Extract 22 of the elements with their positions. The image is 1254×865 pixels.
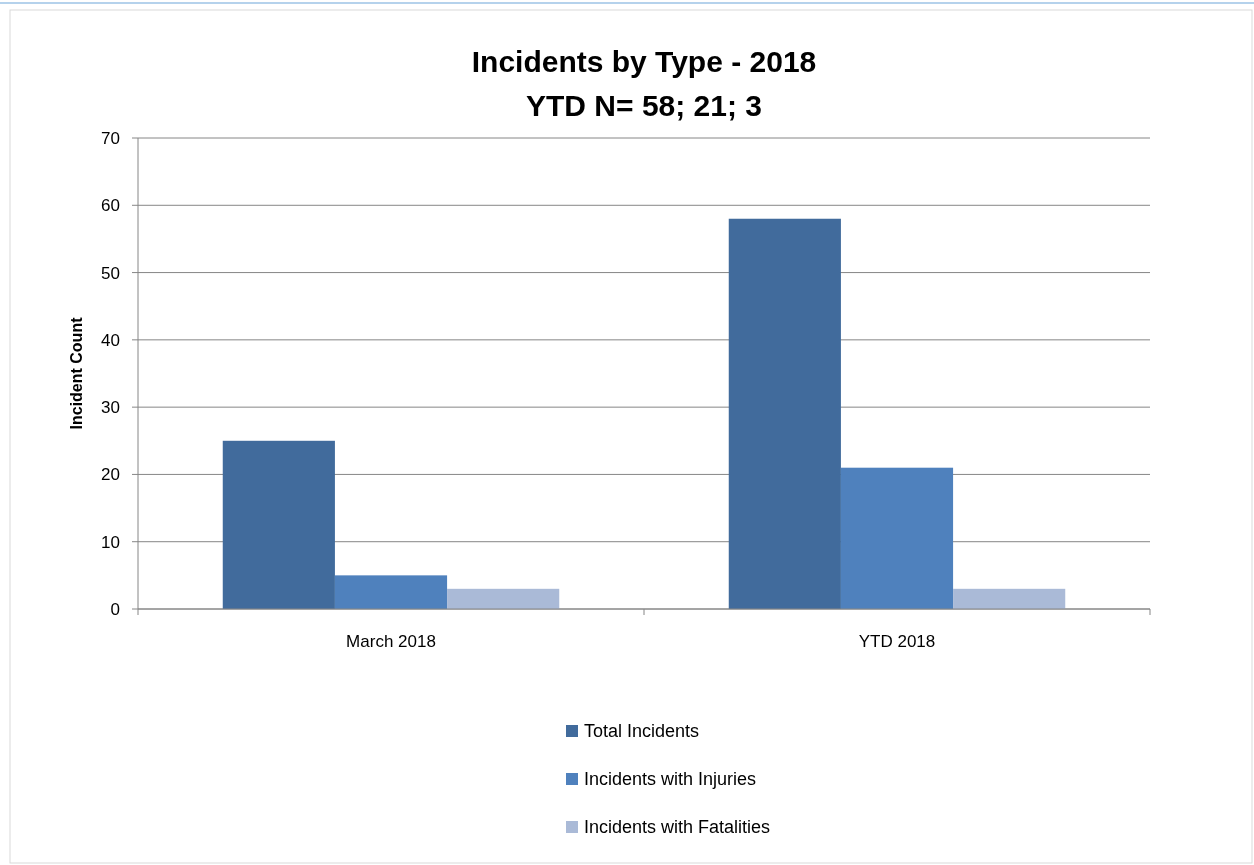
x-tick-label: YTD 2018 [858, 632, 936, 651]
legend-label: Total Incidents [584, 721, 700, 742]
y-tick-label: 60 [101, 196, 120, 216]
bar [728, 218, 841, 609]
y-tick-label: 40 [101, 330, 120, 350]
y-tick-label: 30 [101, 398, 120, 418]
legend-label: Incidents with Injuries [584, 769, 757, 790]
y-tick-label: 10 [101, 532, 120, 552]
x-tick-label: March 2018 [346, 632, 436, 651]
y-tick-label: 50 [101, 263, 120, 283]
y-tick-label: 0 [110, 599, 120, 619]
chart-subtitle: YTD N= 58; 21; 3 [526, 89, 762, 122]
y-tick-label: 20 [101, 465, 120, 485]
bar [222, 440, 335, 609]
y-axis-title: Incident Count [68, 316, 85, 430]
y-tick-label: 70 [101, 128, 120, 148]
bar [840, 467, 954, 609]
chart-title: Incidents by Type - 2018 [471, 45, 817, 78]
bar [334, 575, 448, 609]
legend-label: Incidents with Fatalities [584, 817, 771, 838]
bar [953, 588, 1066, 609]
bar [447, 588, 560, 609]
